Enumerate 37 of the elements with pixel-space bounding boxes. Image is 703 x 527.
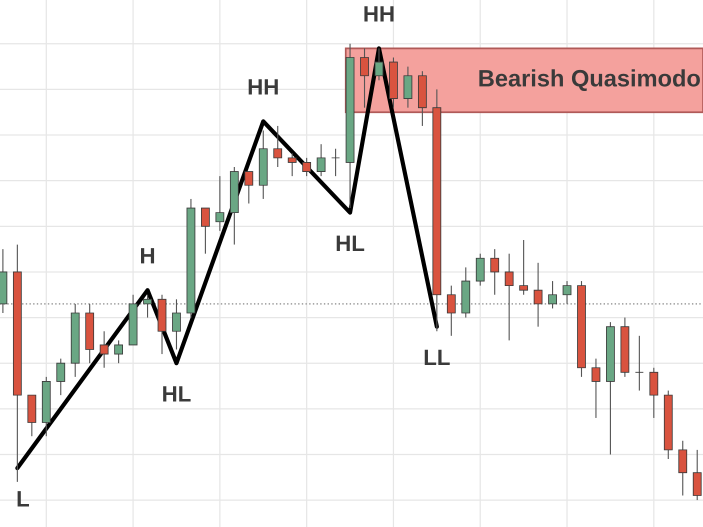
candlestick bbox=[215, 176, 224, 232]
candlestick bbox=[649, 367, 658, 419]
candlestick bbox=[592, 358, 600, 419]
annotation: HL bbox=[163, 386, 191, 402]
candlestick bbox=[548, 280, 557, 309]
candlestick bbox=[404, 66, 412, 108]
candlestick bbox=[273, 125, 282, 168]
candlestick bbox=[201, 208, 210, 254]
band-label: Bearish Quasimodo bbox=[479, 69, 700, 92]
annotation: LL bbox=[424, 350, 450, 366]
candlestick bbox=[504, 253, 514, 341]
annotation: H bbox=[141, 248, 154, 264]
annotation: L bbox=[18, 491, 30, 506]
candlestick bbox=[114, 340, 124, 364]
text: HH bbox=[364, 6, 394, 22]
candlestick bbox=[244, 171, 254, 204]
candlestick bbox=[692, 449, 702, 501]
candlestick bbox=[678, 440, 688, 496]
candlestick bbox=[316, 144, 326, 177]
candlestick bbox=[143, 294, 152, 318]
candlestick bbox=[360, 48, 369, 108]
candlestick bbox=[100, 330, 109, 368]
candlestick bbox=[374, 48, 384, 81]
candlestick bbox=[519, 239, 528, 296]
candlestick bbox=[56, 358, 66, 396]
candlestick bbox=[331, 148, 340, 177]
candlestick bbox=[534, 262, 542, 328]
candlestick bbox=[288, 152, 297, 177]
candlestick bbox=[302, 157, 312, 177]
candlestick bbox=[634, 335, 644, 392]
candlestick bbox=[562, 280, 572, 304]
candlestick bbox=[490, 248, 500, 296]
annotation: HL bbox=[336, 236, 364, 251]
annotation: HH bbox=[248, 79, 278, 95]
candlestick bbox=[476, 253, 485, 286]
candlestick bbox=[446, 285, 456, 336]
candlestick bbox=[172, 298, 181, 350]
